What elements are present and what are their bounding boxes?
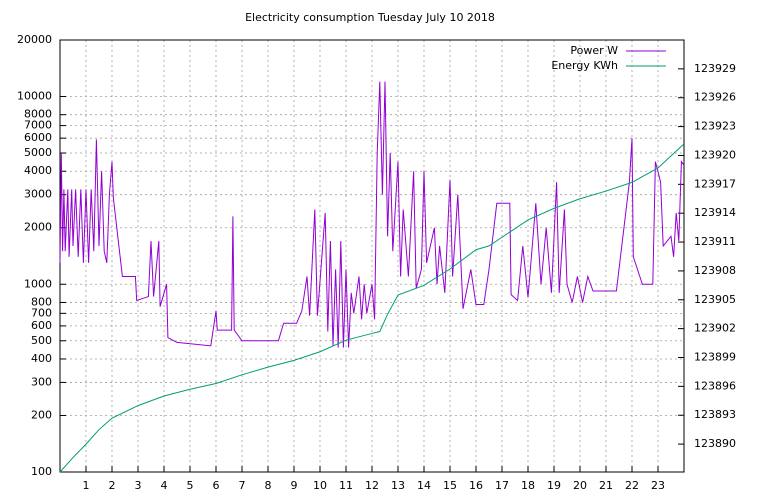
y2-tick-label: 123899: [694, 351, 736, 364]
legend-label: Energy KWh: [551, 59, 618, 72]
y2-tick-label: 123923: [694, 120, 736, 133]
y2-tick-label: 123893: [694, 408, 736, 421]
x-tick-label: 18: [521, 479, 535, 492]
x-tick-label: 15: [443, 479, 457, 492]
y2-tick-label: 123890: [694, 437, 736, 450]
legend-label: Power W: [570, 44, 618, 57]
x-tick-label: 9: [291, 479, 298, 492]
x-tick-label: 13: [391, 479, 405, 492]
y2-tick-label: 123902: [694, 322, 736, 335]
x-tick-label: 21: [599, 479, 613, 492]
y-tick-label: 7000: [24, 119, 52, 132]
x-tick-label: 3: [135, 479, 142, 492]
chart-title: Electricity consumption Tuesday July 10 …: [245, 11, 495, 24]
y-tick-label: 5000: [24, 146, 52, 159]
x-tick-label: 17: [495, 479, 509, 492]
y-tick-label: 700: [31, 306, 52, 319]
x-tick-label: 11: [339, 479, 353, 492]
y2-tick-label: 123905: [694, 293, 736, 306]
y2-tick-label: 123911: [694, 235, 736, 248]
x-tick-label: 1: [83, 479, 90, 492]
y2-tick-label: 123914: [694, 206, 736, 219]
y-tick-label: 800: [31, 295, 52, 308]
y2-tick-label: 123926: [694, 91, 736, 104]
y2-tick-label: 123908: [694, 264, 736, 277]
x-tick-label: 10: [313, 479, 327, 492]
y-tick-label: 500: [31, 334, 52, 347]
x-tick-label: 22: [625, 479, 639, 492]
y-tick-label: 100: [31, 465, 52, 478]
y-tick-label: 20000: [17, 33, 52, 46]
y-tick-label: 6000: [24, 131, 52, 144]
x-tick-label: 2: [109, 479, 116, 492]
y-tick-label: 2000: [24, 221, 52, 234]
y-tick-label: 200: [31, 408, 52, 421]
y2-tick-label: 123929: [694, 62, 736, 75]
y2-tick-label: 123896: [694, 379, 736, 392]
x-tick-label: 20: [573, 479, 587, 492]
y-tick-label: 8000: [24, 108, 52, 121]
y-tick-label: 300: [31, 375, 52, 388]
y-tick-label: 3000: [24, 188, 52, 201]
y-tick-label: 400: [31, 352, 52, 365]
series-line: [59, 143, 685, 473]
x-tick-label: 8: [265, 479, 272, 492]
x-tick-label: 23: [651, 479, 665, 492]
x-tick-label: 4: [161, 479, 168, 492]
y-tick-label: 600: [31, 319, 52, 332]
x-tick-label: 16: [469, 479, 483, 492]
x-tick-label: 14: [417, 479, 431, 492]
x-tick-label: 19: [547, 479, 561, 492]
x-tick-label: 6: [213, 479, 220, 492]
y-tick-label: 4000: [24, 164, 52, 177]
x-tick-label: 5: [187, 479, 194, 492]
y2-tick-label: 123920: [694, 148, 736, 161]
x-tick-label: 7: [239, 479, 246, 492]
x-tick-label: 12: [365, 479, 379, 492]
y-tick-label: 10000: [17, 90, 52, 103]
series-line: [59, 81, 685, 348]
y-tick-label: 1000: [24, 277, 52, 290]
y2-tick-label: 123917: [694, 177, 736, 190]
